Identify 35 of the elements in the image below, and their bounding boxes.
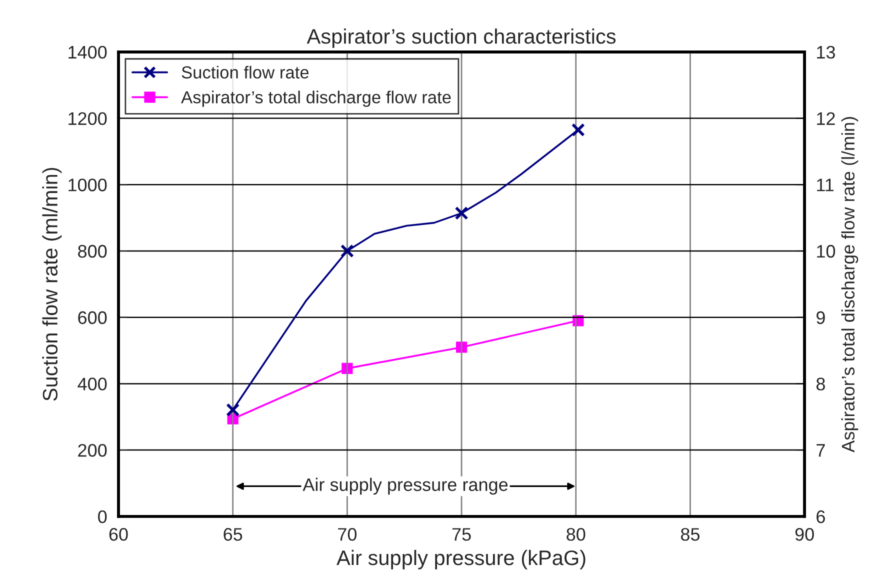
y-tick-label: 200: [78, 444, 107, 457]
x-tick-label: 70: [338, 528, 357, 541]
y2-tick-label: 8: [816, 378, 825, 390]
y2-axis-title: Aspirator’s total discharge flow rate (l/min): [841, 117, 858, 452]
y2-tick-label: 13: [817, 46, 835, 59]
legend-label: Aspirator’s total discharge flow rate: [181, 90, 451, 107]
y-tick-label: 800: [78, 244, 107, 258]
point: [456, 342, 468, 353]
y-axis-title: Suction flow rate (ml/min): [42, 168, 62, 401]
y2-tick-label: 12: [817, 112, 835, 125]
point: [226, 403, 240, 417]
x-tick-label: 90: [795, 528, 814, 541]
point: [571, 123, 585, 137]
y2-tick-label: 10: [817, 244, 836, 258]
point: [340, 244, 354, 258]
y2-tick-label: 11: [817, 178, 834, 192]
x-tick-label: 60: [109, 528, 128, 541]
y-tick-label: 600: [78, 311, 107, 324]
annotation: Air supply pressure range: [302, 478, 508, 495]
y-tick-label: 1000: [68, 178, 107, 192]
y2-tick-label: 9: [816, 311, 825, 324]
y2-tick-label: 7: [816, 444, 825, 457]
point: [454, 206, 468, 220]
y-tick-label: 1200: [68, 112, 107, 126]
x-tick-label: 65: [224, 528, 242, 541]
x-tick-label: 85: [680, 528, 700, 541]
y2-tick-label: 6: [816, 510, 825, 524]
y-tick-label: 0: [98, 510, 107, 524]
x-tick-label: 75: [452, 528, 471, 541]
x-axis-title: Air supply pressure (kPaG): [336, 550, 586, 570]
x-tick-label: 80: [566, 528, 586, 541]
legend-label: Suction flow rate: [182, 66, 309, 79]
y-tick-label: 1400: [68, 46, 107, 59]
chart-title: Aspirator’s suction characteristics: [306, 28, 616, 48]
y-tick-label: 400: [78, 378, 107, 390]
